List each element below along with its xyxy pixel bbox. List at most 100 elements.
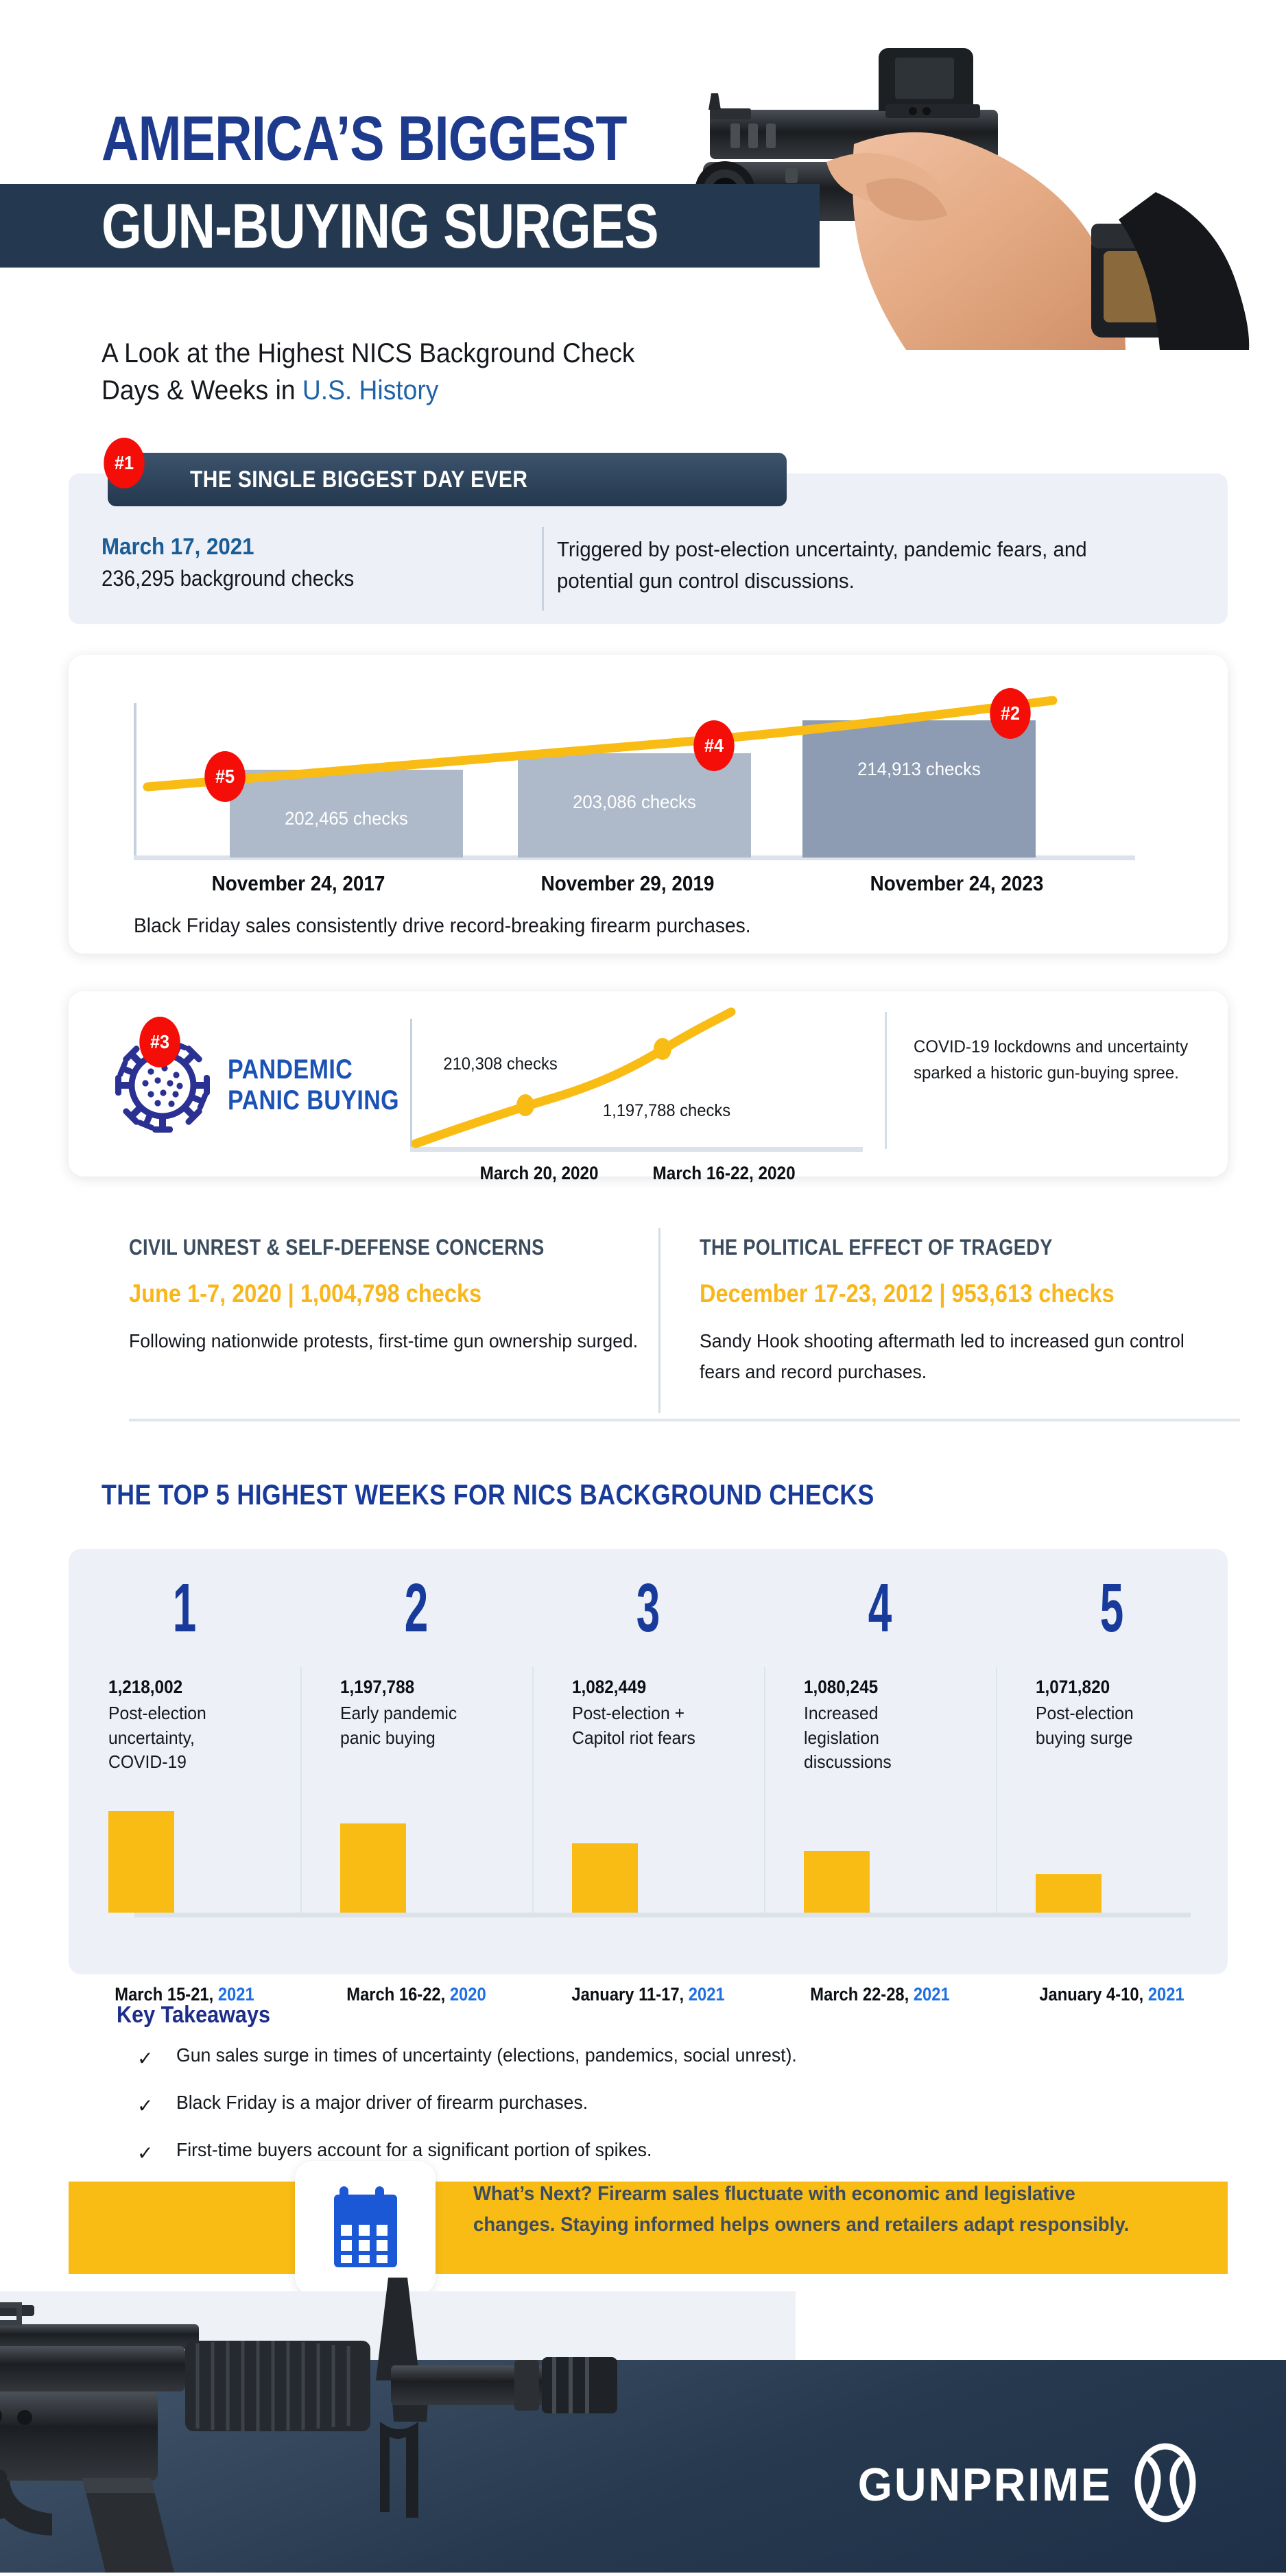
two-column-divider: [658, 1228, 660, 1413]
top5-column-1: 1 1,218,002 Post-election uncertainty, C…: [69, 1549, 300, 1974]
civil-unrest-column: CIVIL UNREST & SELF-DEFENSE CONCERNS Jun…: [129, 1235, 671, 1357]
black-friday-caption: Black Friday sales consistently drive re…: [134, 914, 751, 937]
top5-desc-5: Post-election buying surge: [1036, 1703, 1134, 1748]
bar-2017: 202,465 checks: [230, 770, 463, 858]
top5-date-3: January 11-17, 2021: [571, 1984, 725, 2005]
rank-badge-4: #4: [693, 720, 735, 771]
top5-column-2: 2 1,197,788 Early pandemic panic buying: [300, 1549, 532, 1974]
hero-subtitle: A Look at the Highest NICS Background Ch…: [102, 335, 676, 409]
pandemic-x-label-1: March 20, 2020: [479, 1163, 599, 1183]
top5-value-1: 1,218,002: [108, 1677, 183, 1697]
top5-value-3: 1,082,449: [572, 1677, 647, 1697]
rifle-photo: [0, 2264, 789, 2573]
brand-logo: GUNPRIME: [851, 2442, 1197, 2527]
political-effect-stat: December 17-23, 2012 | 953,613 checks: [700, 1279, 1115, 1308]
top5-date-1: March 15-21, 2021: [115, 1984, 254, 2005]
pandemic-title-line1: PANDEMIC: [228, 1054, 353, 1085]
top5-desc-3: Post-election + Capitol riot fears: [572, 1703, 695, 1748]
brand-name: GUNPRIME: [857, 2458, 1112, 2511]
top5-grid: 1 1,218,002 Post-election uncertainty, C…: [69, 1549, 1228, 1974]
black-friday-chart: 202,465 checks 203,086 checks 214,913 ch…: [134, 696, 1135, 860]
top5-rank-1: 1: [172, 1570, 197, 1646]
key-takeaways-title: Key Takeaways: [117, 2002, 270, 2028]
subtitle-text: A Look at the Highest NICS Background Ch…: [102, 338, 635, 405]
top5-value-4: 1,080,245: [804, 1677, 879, 1697]
calendar-icon-box: [295, 2161, 436, 2295]
hero-title-line1: AMERICA’S BIGGEST: [102, 104, 628, 174]
pandemic-title: PANDEMIC PANIC BUYING: [228, 1054, 399, 1116]
rank-badge-3: #3: [139, 1017, 180, 1067]
top5-column-3: 3 1,082,449 Post-election + Capitol riot…: [532, 1549, 764, 1974]
takeaway-item: ✓ Gun sales surge in times of uncertaint…: [137, 2044, 1166, 2092]
x-label-2019: November 29, 2019: [540, 871, 715, 895]
pandemic-chart: 210,308 checks 1,197,788 checks: [410, 1007, 863, 1152]
pandemic-card: PANDEMIC PANIC BUYING 210,308 checks 1,1…: [69, 991, 1228, 1183]
chart-x-axis: [134, 855, 1135, 860]
single-day-divider: [542, 527, 544, 611]
top5-column-4: 4 1,080,245 Increased legislation discus…: [764, 1549, 996, 1974]
pandemic-point-2: [654, 1038, 671, 1060]
x-label-2023: November 24, 2023: [870, 871, 1044, 895]
pandemic-divider: [885, 1012, 887, 1149]
whats-next-text: What’s Next? Firearm sales fluctuate wit…: [473, 2183, 1130, 2236]
top5-date-5: January 4-10, 2021: [1039, 1984, 1184, 2005]
hero-title-line2: GUN-BUYING SURGES: [102, 191, 659, 261]
crosshair-logo-icon: [1134, 2442, 1197, 2527]
top5-date-2: March 16-22, 2020: [346, 1984, 486, 2005]
chart-y-axis: [134, 703, 136, 858]
check-icon: ✓: [137, 2142, 154, 2164]
top5-x-labels: March 15-21, 2021 March 16-22, 2020 Janu…: [69, 1984, 1228, 2005]
x-label-2017: November 24, 2017: [211, 871, 385, 895]
top5-value-5: 1,071,820: [1036, 1677, 1110, 1697]
single-day-checks: 236,295 background checks: [102, 566, 355, 591]
pandemic-value-1: 210,308 checks: [443, 1054, 558, 1074]
pandemic-y-axis: [410, 1019, 412, 1149]
top5-rank-4: 4: [868, 1570, 892, 1646]
two-column-section: CIVIL UNREST & SELF-DEFENSE CONCERNS Jun…: [69, 1228, 1240, 1434]
takeaway-item: ✓ Black Friday is a major driver of fire…: [137, 2092, 1166, 2139]
single-day-heading: THE SINGLE BIGGEST DAY EVER: [190, 466, 528, 493]
bar-value-2019: 203,086 checks: [573, 792, 696, 812]
black-friday-trend-line: [143, 696, 1058, 792]
check-icon: ✓: [137, 2095, 154, 2116]
black-friday-card: 202,465 checks 203,086 checks 214,913 ch…: [69, 655, 1228, 954]
single-day-date: March 17, 2021: [102, 534, 254, 560]
top5-bar-1: [108, 1811, 174, 1913]
pandemic-trend-line: [411, 1007, 736, 1148]
bar-value-2017: 202,465 checks: [285, 808, 408, 829]
top5-column-5: 5 1,071,820 Post-election buying surge: [996, 1549, 1228, 1974]
top5-bar-2: [340, 1823, 406, 1913]
top5-title: THE TOP 5 HIGHEST WEEKS FOR NICS BACKGRO…: [102, 1478, 874, 1511]
top5-bar-5: [1036, 1874, 1102, 1913]
hero-section: AMERICA’S BIGGEST GUN-BUYING SURGES: [0, 0, 1286, 350]
top5-rank-3: 3: [636, 1570, 660, 1646]
political-effect-heading: THE POLITICAL EFFECT OF TRAGEDY: [700, 1235, 1053, 1260]
top5-value-2: 1,197,788: [340, 1677, 415, 1697]
whats-next-banner: [69, 2182, 1228, 2274]
top5-date-4: March 22-28, 2021: [810, 1984, 950, 2005]
civil-unrest-body: Following nationwide protests, first-tim…: [129, 1330, 639, 1351]
civil-unrest-heading: CIVIL UNREST & SELF-DEFENSE CONCERNS: [129, 1235, 545, 1260]
takeaway-text: Gun sales surge in times of uncertainty …: [176, 2044, 797, 2066]
rank-badge-5: #5: [204, 751, 246, 802]
pandemic-value-2: 1,197,788 checks: [602, 1101, 731, 1120]
takeaway-text: Black Friday is a major driver of firear…: [176, 2092, 588, 2113]
subtitle-link[interactable]: U.S. History: [302, 375, 439, 405]
rank-badge-1: #1: [104, 438, 145, 488]
political-effect-column: THE POLITICAL EFFECT OF TRAGEDY December…: [700, 1235, 1241, 1388]
bar-value-2023: 214,913 checks: [857, 759, 981, 779]
civil-unrest-stat: June 1-7, 2020 | 1,004,798 checks: [129, 1279, 482, 1308]
title-band: [0, 184, 820, 268]
top5-desc-1: Post-election uncertainty, COVID-19: [108, 1703, 206, 1773]
top5-rank-2: 2: [404, 1570, 429, 1646]
single-day-stats: March 17, 2021 236,295 background checks: [102, 534, 520, 591]
top5-bar-4: [804, 1851, 870, 1913]
black-friday-x-labels: November 24, 2017 November 29, 2019 Nove…: [134, 871, 1135, 896]
single-day-heading-bar: THE SINGLE BIGGEST DAY EVER: [108, 453, 787, 506]
section-rule: [129, 1419, 1240, 1421]
top5-desc-2: Early pandemic panic buying: [340, 1703, 457, 1748]
rank-badge-2: #2: [990, 688, 1031, 739]
top5-desc-4: Increased legislation discussions: [804, 1703, 892, 1773]
political-effect-body: Sandy Hook shooting aftermath led to inc…: [700, 1330, 1184, 1382]
